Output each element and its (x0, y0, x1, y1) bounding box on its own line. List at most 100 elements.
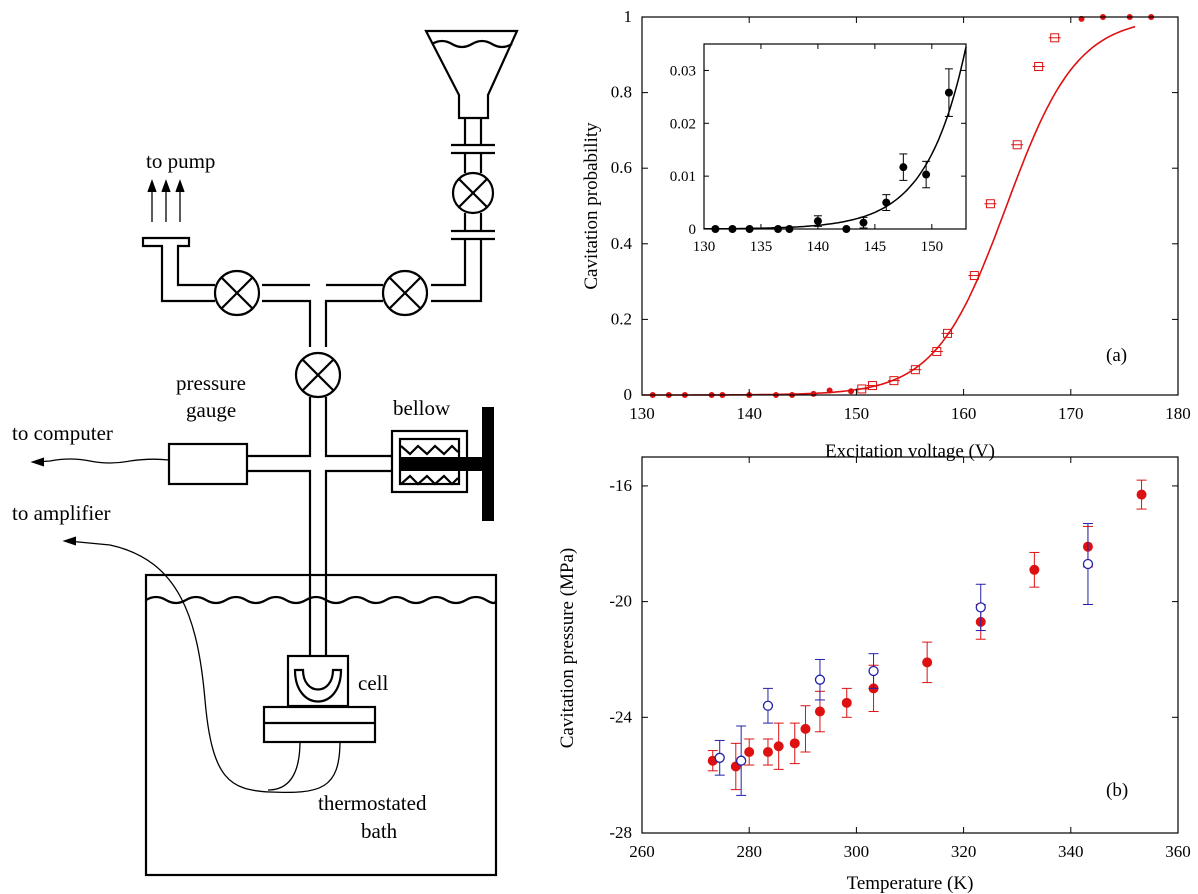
chart-a-frame (641, 16, 1179, 396)
data-point (943, 328, 953, 338)
y-tick-label: 0.01 (670, 169, 696, 185)
data-point (975, 602, 986, 613)
funnel (424, 29, 519, 120)
funnel-liquid (431, 39, 513, 49)
y-tick-label: -28 (609, 823, 632, 842)
data-point (868, 665, 879, 677)
data-point (841, 697, 852, 708)
data-point (1034, 62, 1044, 72)
to-computer-label: to computer (12, 421, 113, 445)
data-point (736, 755, 747, 766)
data-point (789, 738, 800, 749)
data-point (814, 674, 826, 685)
y-tick-label: -24 (609, 707, 632, 726)
x-tick-label: 140 (807, 239, 830, 255)
inset-frame (703, 43, 967, 230)
y-tick-label: 0.8 (611, 83, 632, 102)
x-tick-label: 300 (844, 842, 870, 861)
x-tick-label: 280 (736, 842, 762, 861)
y-tick-label: 0.02 (670, 116, 696, 132)
y-tick-label: -16 (609, 476, 632, 495)
x-tick-label: 130 (629, 404, 655, 423)
data-point (910, 365, 920, 375)
computer-wire (35, 458, 170, 464)
to-pump-label: to pump (146, 149, 215, 173)
pressure-gauge-box (167, 442, 249, 486)
data-point (922, 170, 931, 179)
x-tick-label: 320 (951, 842, 977, 861)
data-point (985, 199, 995, 209)
chart-a-panel-label: (a) (1106, 345, 1127, 366)
valve-icon (381, 269, 429, 317)
data-point (882, 198, 891, 207)
chart-b-xlabel: Temperature (K) (847, 873, 974, 894)
data-point (969, 271, 979, 281)
y-tick-label: 0.2 (611, 309, 632, 328)
data-point (744, 747, 755, 758)
valve-icon (213, 269, 261, 317)
x-tick-label: 135 (750, 239, 773, 255)
data-point (762, 747, 773, 758)
data-point (867, 381, 877, 391)
data-point (800, 723, 811, 734)
transducer (262, 705, 377, 744)
valve-icon (294, 351, 342, 399)
chart-b-ylabel: Cavitation pressure (MPa) (557, 548, 578, 749)
chart-b: 260 280 300 320 340 360 -28 -24 -20 -16 Temperatu… (557, 456, 1191, 894)
data-point (1082, 558, 1094, 570)
x-tick-label: 140 (736, 404, 762, 423)
cell-label: cell (358, 671, 388, 695)
y-tick-label: 0.6 (611, 158, 632, 177)
data-point (762, 700, 774, 711)
amplifier-wire (67, 540, 341, 794)
x-tick-label: 180 (1165, 404, 1191, 423)
data-point (848, 388, 855, 395)
x-tick-label: 150 (844, 404, 870, 423)
y-tick-label: -20 (609, 592, 632, 611)
pump-arrows-icon (147, 179, 185, 222)
data-point (932, 347, 942, 357)
to-amplifier-label: to amplifier (12, 501, 111, 525)
y-tick-label: 0.4 (611, 234, 633, 253)
data-point (944, 88, 953, 97)
bath-liquid-surface (145, 595, 498, 605)
data-point (899, 163, 908, 172)
data-point (813, 217, 822, 226)
y-tick-label: 0 (689, 222, 697, 238)
data-point (857, 384, 867, 394)
apparatus-diagram (30, 29, 519, 877)
x-tick-label: 160 (951, 404, 977, 423)
chart-b-panel-label: (b) (1106, 780, 1128, 801)
bath-label: bath (361, 819, 398, 843)
gauge-label: gauge (186, 398, 236, 422)
x-tick-label: 260 (629, 842, 655, 861)
data-point (1012, 140, 1022, 150)
chart-a-ylabel: Cavitation probability (581, 122, 602, 290)
chart-a-xlabel: Excitation voltage (V) (825, 441, 995, 462)
data-point (1050, 33, 1060, 43)
thermostated-label: thermostated (318, 791, 427, 815)
x-tick-label: 150 (921, 239, 944, 255)
data-point (814, 706, 825, 717)
valve-icon (451, 171, 495, 215)
inset-background (704, 44, 966, 229)
x-tick-label: 360 (1165, 842, 1191, 861)
pressure-label: pressure (176, 371, 246, 395)
chart-a: 130 140 150 160 170 180 0 0.2 0.4 0.6 0.8 1 Excitat… (581, 7, 1191, 462)
data-point (826, 387, 833, 394)
data-point (889, 376, 899, 386)
x-tick-label: 340 (1058, 842, 1084, 861)
data-point (773, 741, 784, 752)
y-tick-label: 1 (624, 7, 633, 26)
data-point (922, 657, 933, 668)
x-tick-label: 130 (693, 239, 716, 255)
y-tick-label: 0.03 (670, 63, 696, 79)
bath-container (144, 573, 498, 877)
y-tick-label: 0 (624, 385, 633, 404)
chart-b-frame (641, 456, 1179, 834)
bellow-label: bellow (393, 396, 451, 420)
x-tick-label: 170 (1058, 404, 1084, 423)
data-point (714, 752, 725, 763)
data-point (810, 390, 817, 397)
data-point (859, 218, 868, 227)
